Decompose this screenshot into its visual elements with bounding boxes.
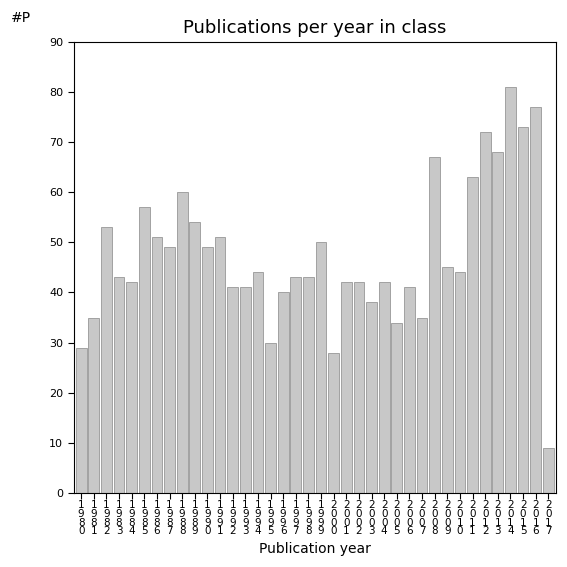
Bar <box>366 302 377 493</box>
Bar <box>429 157 440 493</box>
Bar <box>290 277 301 493</box>
Bar <box>278 293 289 493</box>
Bar <box>530 107 541 493</box>
Bar <box>177 192 188 493</box>
Bar <box>101 227 112 493</box>
Bar <box>543 448 554 493</box>
Bar <box>467 177 478 493</box>
Title: Publications per year in class: Publications per year in class <box>183 19 446 37</box>
Bar <box>404 287 415 493</box>
Bar <box>417 318 428 493</box>
Bar <box>76 348 87 493</box>
Bar <box>151 238 162 493</box>
Bar <box>126 282 137 493</box>
Bar <box>88 318 99 493</box>
Text: #P: #P <box>11 11 31 25</box>
Bar <box>189 222 200 493</box>
Bar <box>480 132 490 493</box>
Bar <box>442 268 452 493</box>
Bar <box>316 242 327 493</box>
Bar <box>518 127 528 493</box>
Bar <box>252 272 263 493</box>
Bar <box>227 287 238 493</box>
Bar <box>354 282 365 493</box>
Bar <box>328 353 339 493</box>
Bar <box>240 287 251 493</box>
Bar <box>114 277 124 493</box>
Bar <box>493 152 503 493</box>
Bar <box>164 247 175 493</box>
Bar <box>391 323 402 493</box>
Bar <box>303 277 314 493</box>
Bar <box>379 282 390 493</box>
X-axis label: Publication year: Publication year <box>259 542 371 556</box>
Bar <box>455 272 466 493</box>
Bar <box>202 247 213 493</box>
Bar <box>139 207 150 493</box>
Bar <box>505 87 516 493</box>
Bar <box>341 282 352 493</box>
Bar <box>215 238 226 493</box>
Bar <box>265 342 276 493</box>
